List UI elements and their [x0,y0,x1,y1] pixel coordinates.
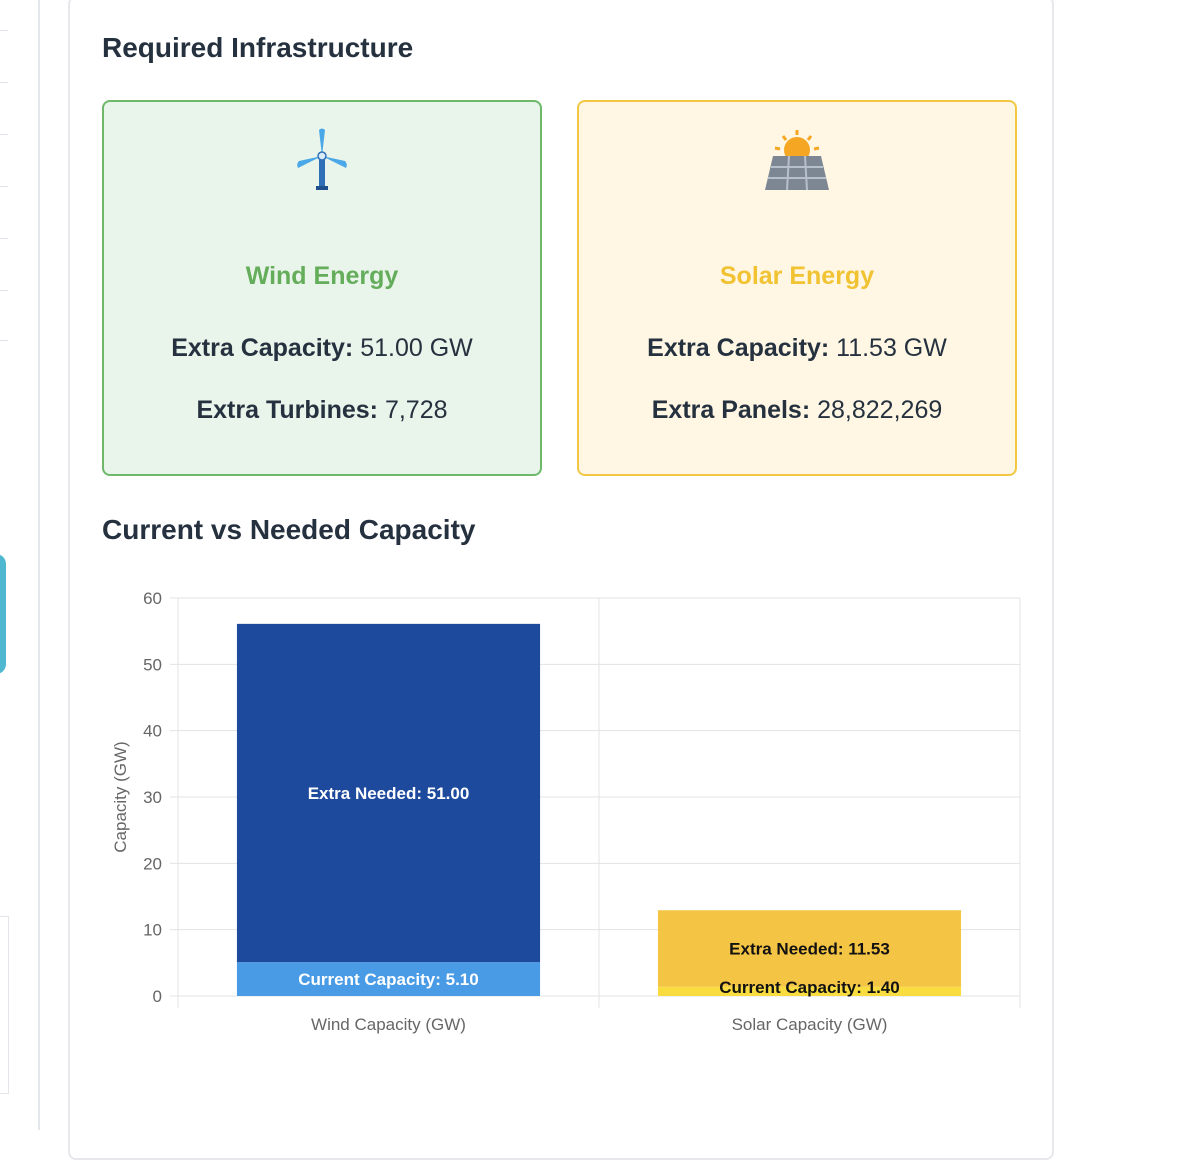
left-panel-box [0,916,9,1094]
capacity-chart: 0 10 20 30 40 50 60 Capacity (GW) Wind Capacity … [100,578,1030,1048]
solar-panels-label: Extra Panels: [651,396,811,424]
divider [0,340,8,341]
wind-extra-label: Extra Needed: 51.00 [308,784,470,803]
solar-panels-value: 28,822,269 [817,396,943,424]
divider [0,186,8,187]
side-tab-handle[interactable] [0,554,6,674]
y-tick-label: 0 [153,987,162,1006]
solar-current-bar [657,986,962,996]
solar-capacity-stat: Extra Capacity: 11.53 GW [579,334,1015,363]
wind-capacity-stat: Extra Capacity: 51.00 GW [104,334,540,363]
left-panel-edge [0,0,40,1130]
wind-turbines-value: 7,728 [384,396,448,424]
solar-card-title: Solar Energy [719,262,875,290]
solar-extra-bar [657,910,962,987]
wind-turbines-label: Extra Turbines: [196,396,378,424]
x-tick-label: Solar Capacity (GW) [732,1015,888,1034]
wind-capacity-label: Extra Capacity: [171,334,354,362]
solar-current-label: Current Capacity: 1.40 [719,978,899,997]
wind-energy-card: Wind Energy Extra Capacity: 51.00 GW Ext… [102,100,542,476]
wind-turbines-stat: Extra Turbines: 7,728 [104,396,540,425]
capacity-bar-chart: 0 10 20 30 40 50 60 Capacity (GW) Wind Capacity … [111,589,1021,1034]
y-tick-label: 50 [143,655,162,674]
solar-panels-stat: Extra Panels: 28,822,269 [579,396,1015,425]
divider [0,134,8,135]
solar-extra-label: Extra Needed: 11.53 [729,939,890,958]
wind-card-title: Wind Energy [245,262,399,290]
divider [0,290,8,291]
section-title-capacity-chart: Current vs Needed Capacity [102,514,476,545]
y-axis-title: Capacity (GW) [111,741,130,852]
wind-current-bar [236,962,541,996]
solar-panel-icon [579,126,1015,200]
y-tick-label: 10 [143,921,162,940]
solar-capacity-value: 11.53 GW [836,334,947,362]
wind-extra-bar [236,623,541,963]
y-tick-label: 40 [143,722,162,741]
divider [0,82,8,83]
wind-current-label: Current Capacity: 5.10 [298,970,478,989]
wind-capacity-value: 51.00 GW [360,334,473,362]
x-tick-label: Wind Capacity (GW) [311,1015,466,1034]
wind-turbine-icon [104,126,540,200]
y-tick-label: 20 [143,854,162,873]
y-tick-label: 30 [143,788,162,807]
section-title-infrastructure: Required Infrastructure [102,32,414,63]
y-tick-label: 60 [143,589,162,608]
solar-capacity-label: Extra Capacity: [647,334,830,362]
solar-energy-card: Solar Energy Extra Capacity: 11.53 GW Ex… [577,100,1017,476]
divider [0,30,8,31]
divider [0,238,8,239]
